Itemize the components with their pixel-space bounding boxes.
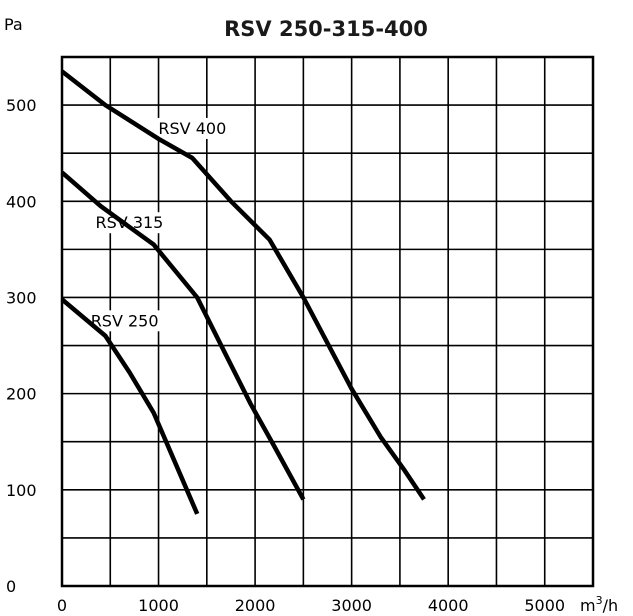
x-unit-suffix: /h xyxy=(603,596,619,615)
series-label: RSV 400 xyxy=(158,119,226,138)
y-axis-label: Pa xyxy=(4,15,23,34)
x-tick-label: 4000 xyxy=(428,596,469,615)
series-line xyxy=(60,297,200,515)
y-tick-label: 400 xyxy=(6,192,37,211)
series-line xyxy=(60,69,426,501)
chart-title: RSV 250-315-400 xyxy=(224,17,428,41)
series-label: RSV 315 xyxy=(96,213,164,232)
plot-frame xyxy=(60,55,595,588)
series-label-background xyxy=(87,310,162,332)
series-label-background xyxy=(155,117,230,139)
x-tick-label: 5000 xyxy=(524,596,565,615)
series-label-layer: RSV 400 RSV 315 RSV 250 xyxy=(87,117,230,332)
series-label-background xyxy=(92,212,167,234)
series-label: RSV 250 xyxy=(91,311,159,330)
y-tick-label: 100 xyxy=(6,481,37,500)
x-unit-prefix: m xyxy=(580,596,596,615)
y-tick-label: 500 xyxy=(6,96,37,115)
x-tick-label: 0 xyxy=(57,596,67,615)
x-tick-labels: 0 1000 2000 3000 4000 5000 xyxy=(57,596,565,615)
y-tick-labels: 0 100 200 300 400 500 xyxy=(6,96,37,596)
x-tick-label: 1000 xyxy=(138,596,179,615)
y-tick-label: 300 xyxy=(6,288,37,307)
grid-lines xyxy=(62,57,593,586)
x-axis-unit: m3/h xyxy=(580,594,618,615)
y-tick-label: 200 xyxy=(6,385,37,404)
y-tick-label: 0 xyxy=(6,577,16,596)
x-tick-label: 3000 xyxy=(331,596,372,615)
x-tick-label: 2000 xyxy=(235,596,276,615)
x-unit-superscript: 3 xyxy=(596,594,603,607)
series-curves xyxy=(60,69,426,515)
series-line xyxy=(60,170,306,501)
